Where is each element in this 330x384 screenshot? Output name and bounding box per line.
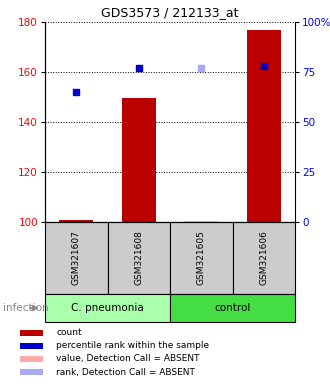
Bar [20, 343, 43, 349]
Bar [121, 98, 156, 222]
Bar [45, 222, 108, 294]
Text: infection: infection [3, 303, 49, 313]
Bar [108, 222, 170, 294]
Text: GSM321608: GSM321608 [134, 230, 143, 285]
Text: percentile rank within the sample: percentile rank within the sample [56, 341, 209, 350]
Bar [170, 294, 295, 322]
Text: GSM321606: GSM321606 [259, 230, 268, 285]
Bar [20, 369, 43, 375]
Text: GSM321605: GSM321605 [197, 230, 206, 285]
Bar [233, 222, 295, 294]
Bar [20, 330, 43, 336]
Bar [247, 30, 281, 222]
Text: value, Detection Call = ABSENT: value, Detection Call = ABSENT [56, 354, 200, 363]
Text: count: count [56, 328, 82, 337]
Bar [184, 221, 218, 222]
Text: rank, Detection Call = ABSENT: rank, Detection Call = ABSENT [56, 367, 195, 377]
Text: C. pneumonia: C. pneumonia [71, 303, 144, 313]
Text: GSM321607: GSM321607 [72, 230, 81, 285]
Text: control: control [214, 303, 251, 313]
Bar [20, 356, 43, 361]
Bar [59, 220, 93, 222]
Title: GDS3573 / 212133_at: GDS3573 / 212133_at [101, 7, 239, 20]
Bar [170, 222, 233, 294]
Bar [45, 294, 170, 322]
